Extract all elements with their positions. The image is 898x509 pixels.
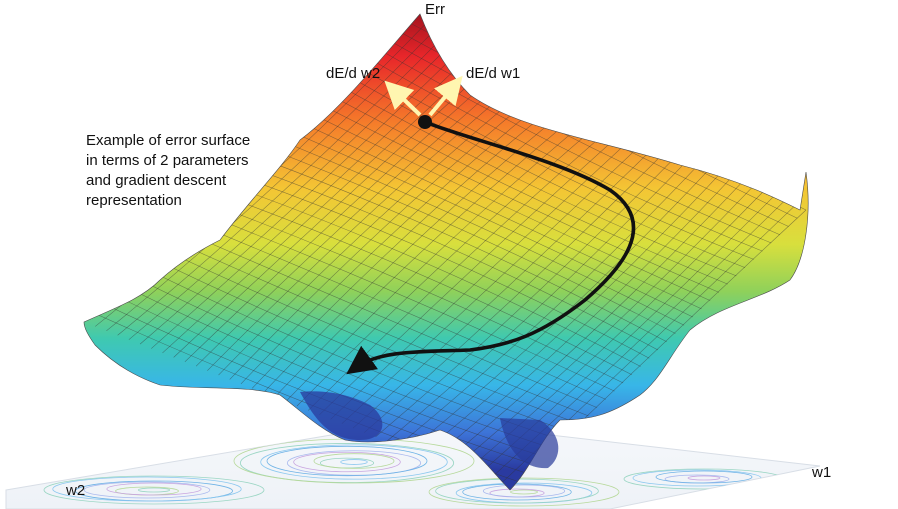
error-surface: [83, 13, 809, 491]
figure-caption: Example of error surface in terms of 2 p…: [86, 131, 286, 211]
contour-floor: [5, 419, 821, 509]
valley-shadow-left: [300, 391, 383, 440]
caption-line: in terms of 2 parameters: [86, 152, 249, 169]
w2-axis-label: w2: [66, 482, 86, 499]
descent-path: [346, 120, 636, 375]
gradient-arrow-w1: [428, 75, 463, 117]
caption-line: representation: [86, 192, 182, 209]
gradient-w2-label: dE/d w2: [326, 65, 381, 82]
valley-shadow-center: [500, 418, 559, 469]
z-axis-label: Err: [425, 1, 445, 18]
caption-line: Example of error surface: [86, 132, 251, 149]
gradient-arrow-w2: [384, 80, 422, 117]
caption-line: and gradient descent: [86, 172, 227, 189]
gradient-w1-label: dE/d w1: [466, 65, 521, 82]
start-point: [418, 115, 432, 129]
w1-axis-label: w1: [812, 464, 832, 481]
